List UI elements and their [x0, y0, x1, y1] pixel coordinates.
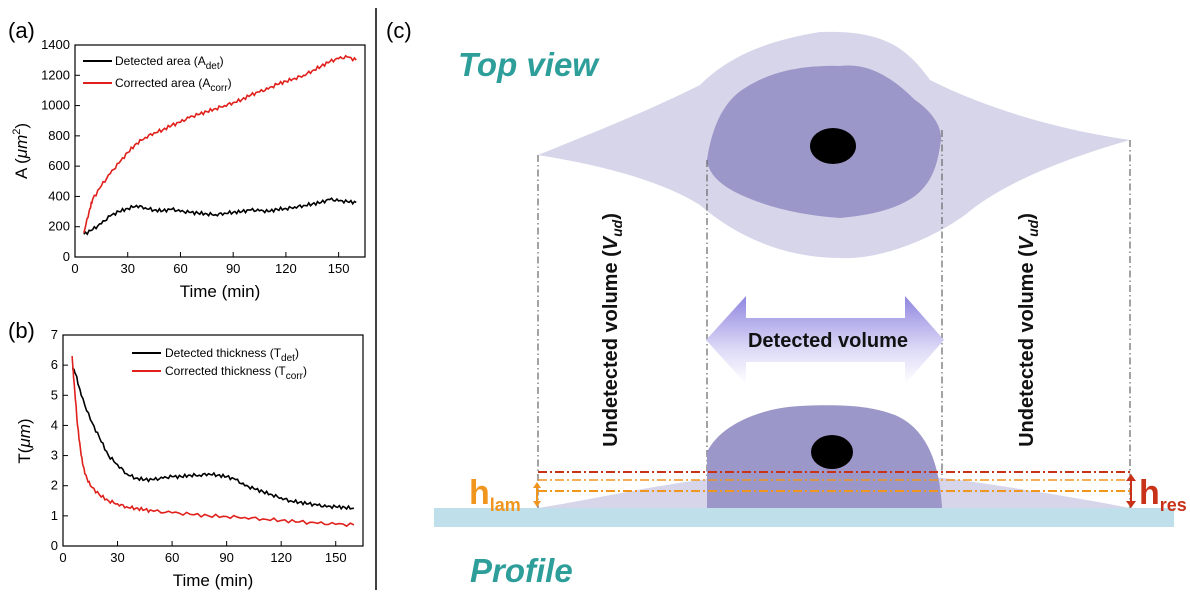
- legend-label-corrected-thickness: Corrected thickness (Tcorr): [165, 364, 307, 382]
- nucleus-profile: [811, 435, 853, 469]
- h-res-arrow: [1126, 474, 1136, 508]
- panel-a-xtick-label: 60: [173, 261, 187, 276]
- panel-b-ytick-label: 2: [51, 478, 58, 493]
- panel-a-ytick-label: 1200: [41, 67, 70, 82]
- panel-c: (c) Top view Profile Detected volume Und…: [386, 18, 1187, 589]
- panel-b-legend: Detected thickness (Tdet) Corrected thic…: [132, 346, 307, 382]
- undetected-volume-left-label: Undetected volume (Vud): [600, 213, 625, 447]
- volume-guides: [537, 130, 1131, 508]
- panel-b-ytick-label: 6: [51, 357, 58, 372]
- legend-label-detected-area: Detected area (Adet): [115, 54, 224, 72]
- panel-a-ytick-label: 800: [48, 128, 70, 143]
- panel-a-ytick-label: 1000: [41, 98, 70, 113]
- panel-a-series: [83, 54, 357, 236]
- panel-a-ticks: 0 30 60 90 120 150 0 200 400 600 800 1000 1200 1400: [41, 37, 349, 276]
- panel-a-series-0-line: [83, 197, 357, 236]
- panel-a: (a) 0 30 60 90 120 150 0 200 400 600 800 1000 1200 14…: [8, 18, 366, 301]
- panel-a-xtick-label: 90: [226, 261, 240, 276]
- panel-a-xtick-label: 0: [71, 261, 78, 276]
- panel-b-ytick-label: 1: [51, 508, 58, 523]
- panel-a-ytick-label: 600: [48, 158, 70, 173]
- panel-a-label: (a): [8, 18, 35, 43]
- panel-a-ylabel: A (μm2): [11, 123, 31, 179]
- panel-b-ytick-label: 0: [51, 538, 58, 553]
- panel-b-ticks: 0 30 60 90 120 150 0 1 2 3 4 5 6 7: [51, 327, 347, 565]
- panel-b-xtick-label: 120: [270, 550, 292, 565]
- panel-a-xtick-label: 30: [120, 261, 134, 276]
- h-lam-arrow: [533, 482, 541, 507]
- substrate: [434, 508, 1174, 527]
- panel-a-series-1-line: [83, 54, 357, 234]
- panel-b-xtick-label: 0: [59, 550, 66, 565]
- panel-b-xtick-label: 150: [325, 550, 347, 565]
- panel-b-xtick-label: 60: [165, 550, 179, 565]
- panel-a-plot-frame: [74, 44, 366, 258]
- panel-b: (b) 0 30 60 90 120 150 0 1 2 3 4 5 6 7 Detected thick…: [8, 318, 364, 590]
- nucleus-top-view: [810, 128, 856, 164]
- panel-b-xtick-label: 30: [110, 550, 124, 565]
- undetected-volume-right-label: Undetected volume (Vud): [1016, 213, 1041, 447]
- panel-b-label: (b): [8, 318, 35, 343]
- panel-a-ytick-label: 0: [63, 249, 70, 264]
- panel-a-xtick-label: 150: [328, 261, 350, 276]
- panel-a-ytick-label: 1400: [41, 37, 70, 52]
- panel-a-ytick-label: 400: [48, 188, 70, 203]
- legend-label-corrected-area: Corrected area (Acorr): [115, 76, 232, 94]
- panel-b-series-1-line: [71, 356, 355, 528]
- panel-b-xtick-label: 90: [219, 550, 233, 565]
- profile-title: Profile: [470, 552, 573, 589]
- panel-b-plot-frame: [62, 334, 364, 547]
- panel-b-ytick-label: 5: [51, 387, 58, 402]
- panel-a-xtick-label: 120: [275, 261, 297, 276]
- detected-volume-label: Detected volume: [748, 330, 908, 352]
- top-view-title: Top view: [458, 46, 600, 83]
- panel-b-series: [71, 356, 355, 528]
- panel-a-xlabel: Time (min): [180, 282, 261, 301]
- panel-b-series-0-line: [72, 367, 354, 511]
- panel-c-label: (c): [386, 18, 412, 43]
- panel-b-ytick-label: 4: [51, 417, 58, 432]
- detected-volume-arrow: [706, 296, 944, 384]
- h-res-label: hres: [1139, 474, 1187, 515]
- panel-b-xlabel: Time (min): [173, 571, 254, 590]
- panel-b-ytick-label: 3: [51, 448, 58, 463]
- h-lam-label: hlam: [469, 474, 521, 515]
- panel-a-ytick-label: 200: [48, 219, 70, 234]
- panel-a-legend: Detected area (Adet) Corrected area (Aco…: [83, 54, 232, 94]
- panel-b-ytick-label: 7: [51, 327, 58, 342]
- panel-b-ylabel: T(μm): [15, 418, 34, 463]
- legend-label-detected-thickness: Detected thickness (Tdet): [165, 346, 299, 364]
